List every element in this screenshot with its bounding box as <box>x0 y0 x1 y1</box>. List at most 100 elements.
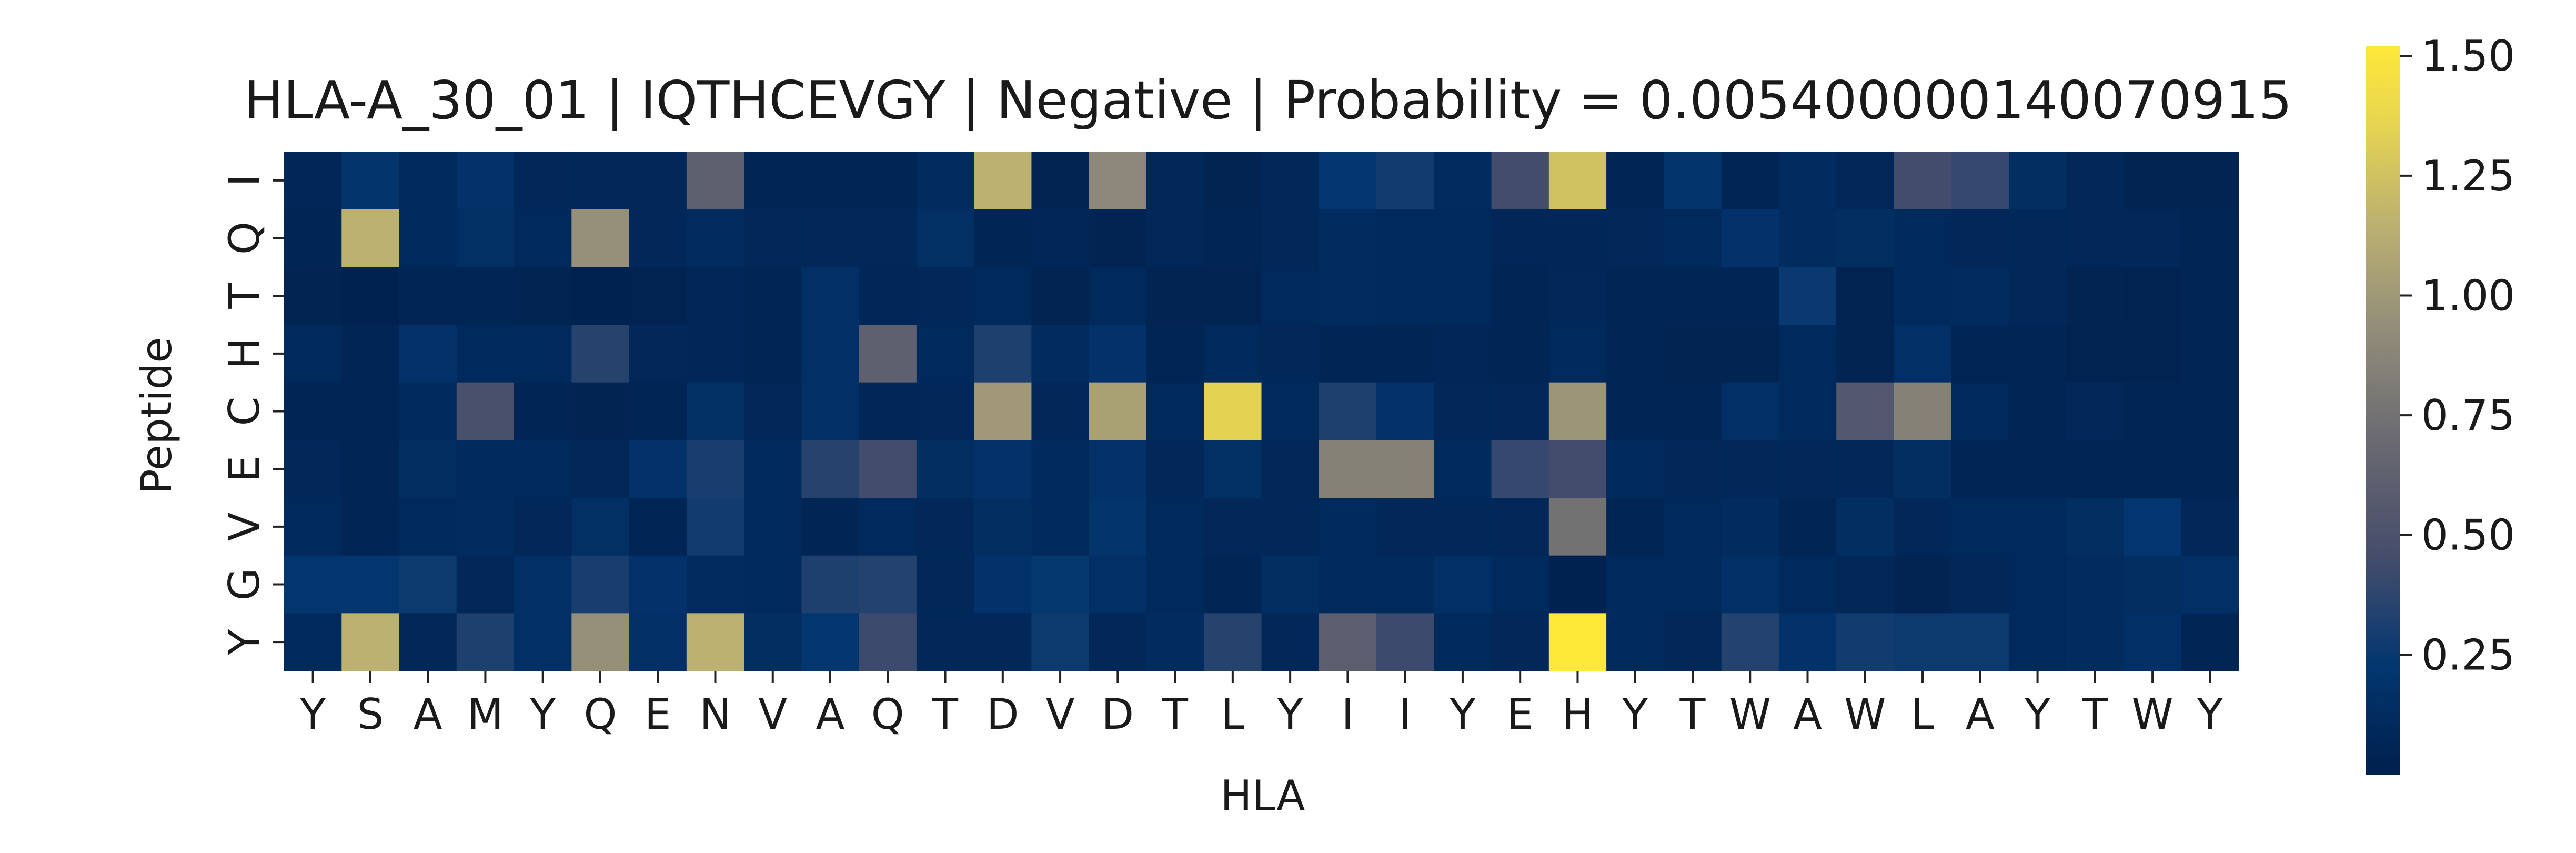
heatmap-cell <box>1146 152 1204 210</box>
heatmap-cell <box>1261 555 1320 614</box>
heatmap-cell <box>1606 325 1664 383</box>
heatmap-cell <box>974 498 1032 556</box>
heatmap-cell <box>1778 267 1837 325</box>
heatmap-cell <box>1778 152 1837 210</box>
heatmap-cell <box>1089 325 1147 383</box>
colorbar-gradient <box>2366 46 2400 775</box>
heatmap-cell <box>859 498 917 556</box>
heatmap-cell <box>2066 209 2125 267</box>
heatmap-cell <box>1894 555 1952 614</box>
heatmap-cell <box>341 267 400 325</box>
heatmap-cell <box>399 267 457 325</box>
x-tick-label: T <box>1679 690 1706 739</box>
heatmap-cell <box>974 152 1032 210</box>
heatmap-cell <box>341 152 400 210</box>
x-tick-label: D <box>1102 690 1134 739</box>
heatmap-cell <box>916 498 974 556</box>
heatmap-cell <box>1606 382 1664 440</box>
heatmap-cell <box>2008 555 2067 614</box>
y-tick-label: Q <box>220 222 269 255</box>
heatmap-cell <box>859 613 917 671</box>
heatmap-cell <box>399 382 457 440</box>
heatmap-cell <box>1434 209 1492 267</box>
heatmap-cell <box>1778 555 1837 614</box>
heatmap-cell <box>1434 152 1492 210</box>
heatmap-cell <box>744 267 802 325</box>
heatmap-cell <box>1089 152 1147 210</box>
heatmap-cell <box>1778 325 1837 383</box>
heatmap-cell <box>1778 498 1837 556</box>
heatmap-cell <box>1261 209 1320 267</box>
heatmap-cell <box>1548 267 1607 325</box>
heatmap-cell <box>1721 209 1779 267</box>
heatmap-cell <box>514 613 572 671</box>
heatmap-cell <box>399 555 457 614</box>
heatmap-cell <box>686 440 744 498</box>
heatmap-cell <box>571 555 630 614</box>
heatmap-cell <box>1031 498 1090 556</box>
heatmap-cell <box>2181 498 2239 556</box>
heatmap-cell <box>1491 267 1549 325</box>
heatmap-cell <box>686 555 744 614</box>
heatmap-cell <box>1319 613 1377 671</box>
heatmap-cell <box>1836 267 1895 325</box>
heatmap-cell <box>974 325 1032 383</box>
heatmap-cell <box>341 498 400 556</box>
heatmap-cell <box>629 267 687 325</box>
x-tick-label: Y <box>1277 690 1304 739</box>
heatmap-cell <box>1548 498 1607 556</box>
heatmap-cell <box>1261 440 1320 498</box>
heatmap-cell <box>571 152 630 210</box>
heatmap-cell <box>1894 267 1952 325</box>
heatmap-cell <box>744 498 802 556</box>
heatmap-cell <box>1721 152 1779 210</box>
heatmap-cell <box>514 382 572 440</box>
heatmap-cell <box>571 498 630 556</box>
heatmap-cell <box>2066 440 2125 498</box>
y-tick-label: I <box>220 174 269 187</box>
heatmap-cell <box>1146 555 1204 614</box>
heatmap-cell <box>456 209 515 267</box>
heatmap-cell <box>801 209 860 267</box>
heatmap-cell <box>1376 613 1434 671</box>
heatmap-cell <box>1836 209 1895 267</box>
heatmap-cell <box>1089 209 1147 267</box>
heatmap-cell <box>1894 440 1952 498</box>
heatmap-cell <box>571 267 630 325</box>
heatmap-cell <box>1319 382 1377 440</box>
heatmap-cell <box>2008 325 2067 383</box>
heatmap-cell <box>456 440 515 498</box>
heatmap-cell <box>1376 325 1434 383</box>
x-tick-label: V <box>758 690 787 739</box>
heatmap-cell <box>1031 613 1090 671</box>
y-tick-label: E <box>220 456 269 483</box>
heatmap-cell <box>1491 555 1549 614</box>
heatmap-cell <box>514 209 572 267</box>
heatmap-cell <box>1778 382 1837 440</box>
heatmap-cell <box>2008 267 2067 325</box>
heatmap-cell <box>514 498 572 556</box>
heatmap-cell <box>1721 440 1779 498</box>
heatmap-cell <box>1204 613 1262 671</box>
heatmap-cell <box>801 325 860 383</box>
heatmap-cell <box>1031 382 1090 440</box>
heatmap-cell <box>1836 152 1895 210</box>
heatmap-cell <box>629 382 687 440</box>
heatmap-cell <box>456 555 515 614</box>
heatmap-cell <box>1951 555 2009 614</box>
heatmap-cell <box>341 325 400 383</box>
heatmap-cell <box>1204 152 1262 210</box>
heatmap-cell <box>1491 382 1549 440</box>
heatmap-cell <box>1376 440 1434 498</box>
heatmap-cell <box>1664 267 1722 325</box>
heatmap-cell <box>1548 325 1607 383</box>
heatmap-cell <box>859 382 917 440</box>
heatmap-cell <box>859 267 917 325</box>
heatmap-cell <box>2181 382 2239 440</box>
heatmap-cell <box>1434 498 1492 556</box>
heatmap-cell <box>916 209 974 267</box>
heatmap-cell <box>1606 440 1664 498</box>
heatmap-cell <box>2181 440 2239 498</box>
heatmap-cell <box>1606 498 1664 556</box>
